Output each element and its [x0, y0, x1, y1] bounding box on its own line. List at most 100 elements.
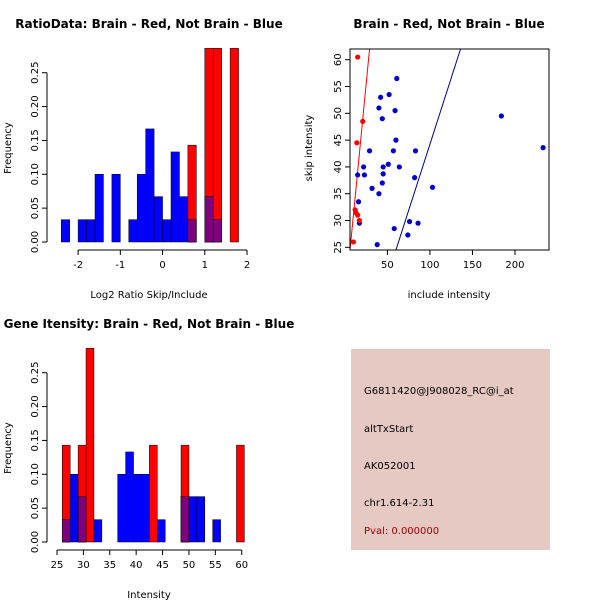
- gene-hist-blue-bar-10: [188, 496, 198, 543]
- gene-hist-y-tick-label: 0.15: [30, 429, 41, 451]
- gene-hist-red-bar-5: [236, 444, 245, 543]
- scatter-points: [350, 54, 546, 248]
- probe-info-panel: G6811420@J908028_RC@i_at altTxStart AK05…: [351, 349, 550, 550]
- ratio-hist-overlap-bar-14: [212, 219, 222, 243]
- scatter-brain-point-5: [354, 140, 360, 146]
- gene-histogram-xlabel: Intensity: [127, 590, 171, 600]
- scatter-box: [349, 48, 550, 251]
- gene-hist-blue-bar-1: [69, 474, 79, 543]
- gene-hist-blue-bar-11: [196, 496, 206, 543]
- scatter-y-tick-label: 45: [333, 134, 344, 147]
- scatter-not-brain-point-1: [355, 199, 362, 205]
- scatter-x-tick-label: 50: [381, 260, 394, 271]
- scatter-not-brain-point-15: [376, 105, 382, 111]
- gene-intensity-histogram-panel: Gene Itensity: Brain - Red, Not Brain - …: [3, 317, 294, 600]
- scatter-fit-line-0: [350, 49, 371, 250]
- ratio-hist-y-tick-label: 0.05: [30, 197, 41, 219]
- scatter-y-tick-label: 40: [333, 161, 344, 174]
- scatter-not-brain-point-10: [380, 164, 386, 170]
- ratio-hist-overlap-bar-12: [187, 219, 197, 243]
- ratio-histogram-panel: RatioData: Brain - Red, Not Brain - Blue…: [3, 17, 283, 301]
- scatter-not-brain-point-19: [392, 108, 398, 114]
- gene-hist-y-tick-label: 0.05: [30, 497, 41, 519]
- scatter-y-tick-label: 35: [333, 187, 344, 200]
- gene-hist-y-tick-label: 0.25: [30, 362, 41, 384]
- scatter-not-brain-point-30: [540, 145, 546, 151]
- scatter-not-brain-point-5: [366, 148, 373, 154]
- scatter-not-brain-point-6: [369, 185, 375, 191]
- scatter-brain-point-7: [355, 54, 361, 60]
- scatter-not-brain-point-16: [378, 94, 384, 100]
- event-type: altTxStart: [364, 424, 414, 435]
- ratio-histogram-axes: -2 -1 0 1 2 0.00 0.05 0.10 0.15 0.20 0.25: [30, 62, 250, 271]
- scatter-not-brain-point-9: [380, 171, 386, 177]
- scatter-not-brain-point-18: [386, 91, 392, 98]
- gene-histogram-ylabel: Frequency: [3, 422, 14, 474]
- gene-hist-y-tick-label: 0.00: [30, 531, 41, 553]
- scatter-ylabel: skip intensity: [304, 115, 315, 182]
- ratio-hist-blue-bar-5: [128, 219, 138, 243]
- ratio-hist-blue-bar-9: [162, 219, 172, 243]
- scatter-y-tick-label: 50: [333, 107, 344, 120]
- gene-hist-overlap-bar-9: [180, 496, 190, 543]
- scatter-not-brain-point-4: [361, 164, 367, 170]
- gene-hist-x-tick-label: 40: [130, 560, 143, 571]
- scatter-not-brain-point-21: [374, 242, 380, 248]
- scatter-not-brain-point-28: [429, 184, 436, 190]
- ratio-hist-red-bar-1: [212, 48, 222, 243]
- gene-hist-blue-bar-3: [93, 519, 103, 543]
- ratio-hist-blue-bar-4: [111, 174, 121, 243]
- scatter-x-tick-label: 100: [420, 260, 439, 271]
- scatter-not-brain-point-14: [396, 164, 402, 170]
- ratio-hist-x-tick-label: -2: [73, 260, 83, 271]
- scatter-y-tick-label: 25: [333, 241, 344, 254]
- ratio-histogram-title: RatioData: Brain - Red, Not Brain - Blue: [15, 17, 282, 31]
- gene-hist-blue-bar-8: [157, 519, 166, 543]
- scatter-not-brain-point-29: [498, 113, 504, 119]
- gene-histogram-title: Gene Itensity: Brain - Red, Not Brain - …: [4, 317, 295, 331]
- scatter-not-brain-point-2: [355, 172, 361, 178]
- scatter-not-brain-point-26: [412, 148, 419, 154]
- scatter-brain-point-4: [356, 217, 362, 224]
- scatter-brain-point-0: [350, 239, 357, 245]
- gene-hist-blue-bar-6: [133, 474, 142, 543]
- gene-hist-blue-bar-7: [141, 474, 150, 543]
- scatter-not-brain-point-7: [376, 191, 382, 197]
- ratio-histogram-bars: [60, 48, 239, 243]
- gene-hist-overlap-bar-2: [77, 496, 87, 543]
- gene-hist-y-tick-label: 0.20: [30, 395, 41, 417]
- scatter-not-brain-point-17: [379, 116, 385, 122]
- scatter-not-brain-point-22: [391, 225, 397, 232]
- ratio-hist-blue-bar-11: [179, 196, 189, 243]
- scatter-x-tick-label: 150: [463, 260, 482, 271]
- gene-hist-blue-bar-5: [125, 451, 134, 543]
- scatter-title: Brain - Red, Not Brain - Blue: [353, 17, 544, 31]
- ratio-hist-x-tick-label: 0: [159, 260, 165, 271]
- scatter-not-brain-point-8: [379, 180, 385, 186]
- gene-histogram-axes: 25 30 35 40 45 50 55 60 0.00 0.05 0.10 0.15 0.20 0.25: [30, 362, 248, 571]
- ratio-hist-x-tick-label: -1: [115, 260, 125, 271]
- ratio-histogram-xlabel: Log2 Ratio Skip/Include: [90, 290, 207, 301]
- scatter-axes: 50 100 150 200 25 30 35 40 45 50 55 60: [333, 53, 525, 271]
- scatter-not-brain-point-20: [394, 75, 400, 82]
- ratio-hist-blue-bar-8: [153, 196, 163, 243]
- scatter-y-tick-label: 55: [333, 80, 344, 93]
- gene-hist-x-tick-label: 30: [77, 560, 90, 571]
- ratio-hist-y-tick-label: 0.20: [30, 95, 41, 117]
- gene-hist-overlap-bar-0: [62, 519, 71, 543]
- ratio-hist-overlap-bar-13: [204, 196, 214, 243]
- scatter-x-tick-label: 200: [505, 260, 524, 271]
- ratio-hist-blue-bar-7: [145, 128, 155, 243]
- ratio-histogram-ylabel: Frequency: [3, 122, 14, 174]
- scatter-not-brain-point-27: [412, 175, 418, 181]
- gene-histogram-bars: [62, 348, 245, 543]
- scatter-xlabel: include intensity: [408, 290, 491, 301]
- accession: AK052001: [364, 461, 416, 472]
- gene-hist-x-tick-label: 55: [209, 560, 222, 571]
- gene-hist-blue-bar-12: [212, 519, 221, 543]
- ratio-hist-blue-bar-0: [60, 219, 70, 243]
- chromosome-location: chr1.614-2.31: [364, 498, 435, 509]
- scatter-fit-lines: [350, 49, 462, 250]
- scatter-not-brain-point-25: [415, 220, 421, 226]
